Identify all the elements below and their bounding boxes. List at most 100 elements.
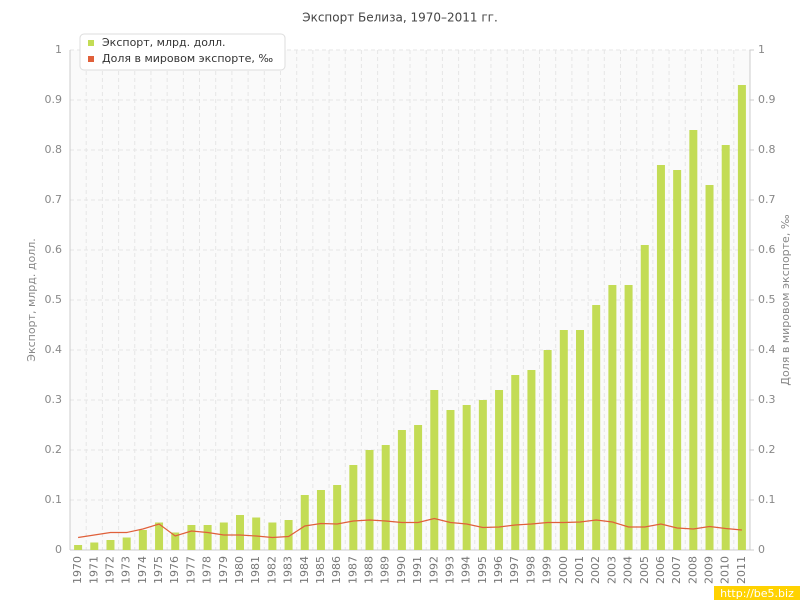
x-tick-label: 2006 xyxy=(654,556,667,584)
bar xyxy=(300,495,309,550)
x-tick-label: 1970 xyxy=(71,556,84,584)
x-tick-label: 1990 xyxy=(395,556,408,584)
bar xyxy=(689,130,698,550)
legend: Экспорт, млрд. долл. Доля в мировом экспо… xyxy=(79,33,286,71)
y-tick-label: 0.1 xyxy=(45,493,63,506)
x-tick-label: 1995 xyxy=(476,556,489,584)
x-tick-label: 1993 xyxy=(443,556,456,584)
y-tick-label: 0.2 xyxy=(45,443,63,456)
x-tick-label: 1976 xyxy=(168,556,181,584)
x-tick-label: 1997 xyxy=(508,556,521,584)
legend-swatch xyxy=(88,56,94,62)
y-tick-label: 0.4 xyxy=(45,343,63,356)
x-tick-label: 1998 xyxy=(524,556,537,584)
bar xyxy=(656,165,665,550)
x-tick-label: 1984 xyxy=(298,556,311,584)
y2-tick-label: 0.3 xyxy=(758,393,776,406)
bar xyxy=(106,540,115,550)
y-tick-label: 1 xyxy=(55,43,62,56)
x-tick-label: 1973 xyxy=(120,556,133,584)
legend-box xyxy=(79,33,286,71)
y-tick-label: 0.7 xyxy=(45,193,63,206)
watermark: http://be5.biz xyxy=(720,587,794,600)
y-axis-label: Экспорт, млрд. долл. xyxy=(25,238,38,361)
x-tick-label: 2003 xyxy=(605,556,618,584)
x-tick-label: 2005 xyxy=(638,556,651,584)
bar xyxy=(268,522,277,550)
bar xyxy=(721,145,730,550)
y2-tick-label: 0.4 xyxy=(758,343,776,356)
x-tick-label: 1999 xyxy=(541,556,554,584)
legend-swatch xyxy=(88,40,94,46)
y-tick-label: 0.9 xyxy=(45,93,63,106)
x-tick-label: 1981 xyxy=(249,556,262,584)
bar xyxy=(138,530,147,550)
bar xyxy=(430,390,439,550)
bar xyxy=(478,400,487,550)
legend-label: Доля в мировом экспорте, ‰ xyxy=(102,52,273,65)
x-tick-label: 1980 xyxy=(233,556,246,584)
x-tick-label: 1996 xyxy=(492,556,505,584)
x-tick-label: 1988 xyxy=(363,556,376,584)
y2-tick-label: 0.6 xyxy=(758,243,776,256)
x-tick-label: 1987 xyxy=(346,556,359,584)
bar xyxy=(527,370,536,550)
y-tick-label: 0.5 xyxy=(45,293,63,306)
bar xyxy=(316,490,325,550)
bar xyxy=(624,285,633,550)
bar xyxy=(90,542,99,550)
x-tick-label: 2001 xyxy=(573,556,586,584)
x-tick-label: 1975 xyxy=(152,556,165,584)
bar xyxy=(284,520,293,550)
x-tick-label: 1983 xyxy=(282,556,295,584)
y2-tick-label: 0.7 xyxy=(758,193,776,206)
bar xyxy=(592,305,601,550)
bar xyxy=(219,522,228,550)
bar xyxy=(349,465,358,550)
bar xyxy=(673,170,682,550)
y-tick-label: 0.6 xyxy=(45,243,63,256)
x-tick-label: 1972 xyxy=(103,556,116,584)
bar xyxy=(333,485,342,550)
bar xyxy=(236,515,244,550)
bar xyxy=(74,545,83,550)
bar xyxy=(187,525,196,550)
x-tick-label: 1989 xyxy=(379,556,392,584)
bar xyxy=(462,405,471,550)
chart-title: Экспорт Белиза, 1970–2011 гг. xyxy=(302,11,498,25)
bar xyxy=(559,330,568,550)
y-tick-label: 0 xyxy=(55,543,62,556)
x-tick-label: 1991 xyxy=(411,556,424,584)
y-tick-label: 0.3 xyxy=(45,393,63,406)
bar xyxy=(365,450,374,550)
x-tick-label: 1994 xyxy=(460,556,473,584)
y2-tick-label: 0.1 xyxy=(758,493,776,506)
bar xyxy=(608,285,617,550)
legend-label: Экспорт, млрд. долл. xyxy=(102,36,225,49)
bar xyxy=(171,532,180,550)
x-tick-label: 2002 xyxy=(589,556,602,584)
y2-axis-label: Доля в мировом экспорте, ‰ xyxy=(779,214,792,385)
x-tick-label: 1982 xyxy=(265,556,278,584)
x-tick-label: 1985 xyxy=(314,556,327,584)
bar xyxy=(495,390,504,550)
bar xyxy=(705,185,714,550)
x-tick-label: 1979 xyxy=(217,556,230,584)
bar xyxy=(446,410,455,550)
y2-tick-label: 0.8 xyxy=(758,143,776,156)
y2-tick-label: 0.9 xyxy=(758,93,776,106)
x-tick-label: 1974 xyxy=(136,556,149,584)
watermark-bg xyxy=(714,586,800,600)
bar xyxy=(203,525,212,550)
bar xyxy=(381,445,390,550)
bar xyxy=(576,330,584,550)
x-tick-label: 2010 xyxy=(719,556,732,584)
x-tick-label: 2008 xyxy=(686,556,699,584)
x-tick-label: 1977 xyxy=(184,556,197,584)
line xyxy=(78,517,742,539)
x-tick-label: 1986 xyxy=(330,556,343,584)
x-tick-label: 1971 xyxy=(87,556,100,584)
x-tick-label: 2000 xyxy=(557,556,570,584)
x-tick-label: 1978 xyxy=(201,556,214,584)
